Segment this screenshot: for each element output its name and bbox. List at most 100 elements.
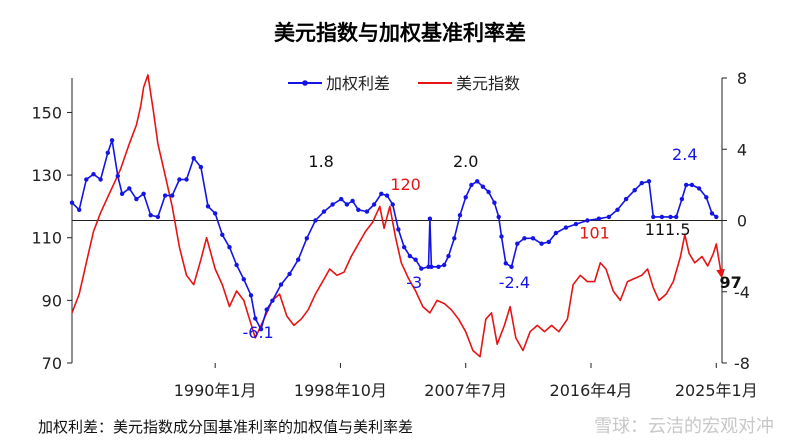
annotation-label: 120 [390, 175, 421, 194]
spread-point [452, 236, 457, 241]
left-tick-label: 130 [31, 166, 62, 185]
spread-point [463, 195, 468, 200]
spread-point [402, 245, 407, 250]
spread-point [105, 150, 111, 155]
spread-point [480, 184, 486, 189]
spread-point [696, 186, 702, 191]
spread-point [436, 264, 441, 269]
spread-point [396, 227, 401, 232]
spread-point [109, 138, 115, 143]
spread-point [253, 316, 258, 321]
spread-point [704, 195, 709, 200]
right-tick-label: 4 [737, 140, 747, 159]
left-tick-label: 110 [31, 229, 62, 248]
spread-point [227, 245, 232, 250]
annotation-label: 1.8 [308, 152, 333, 171]
spread-point [356, 207, 361, 212]
right-tick-label: -8 [734, 354, 750, 373]
spread-point [427, 216, 433, 221]
right-tick-label: 8 [737, 69, 747, 88]
spread-point [659, 214, 665, 220]
spread-point [606, 214, 612, 220]
spread-point [442, 262, 447, 268]
spread-point [379, 191, 384, 196]
x-tick-label: 1990年1月 [174, 381, 257, 400]
series-layer [69, 74, 725, 358]
spread-point [546, 239, 551, 245]
spread-point [413, 257, 418, 262]
spread-point [492, 200, 497, 205]
spread-point [503, 261, 508, 266]
spread-point [91, 172, 96, 177]
spread-point [499, 234, 504, 239]
spread-point [304, 236, 309, 241]
spread-point [339, 196, 344, 202]
spread-point [429, 264, 434, 269]
left-tick-label: 70 [42, 354, 62, 373]
spread-point [689, 182, 695, 188]
spread-point [270, 298, 275, 303]
spread-point [646, 179, 652, 184]
spread-point [496, 214, 501, 220]
spread-point [539, 241, 544, 246]
spread-point [248, 293, 254, 298]
spread-point [170, 193, 175, 198]
spread-point [486, 189, 491, 195]
spread-point [69, 200, 75, 205]
spread-point [162, 193, 168, 198]
dxy-line [71, 74, 723, 358]
x-tick-label: 2007年7月 [424, 381, 507, 400]
spread-point [469, 182, 474, 188]
spread-point [84, 177, 89, 182]
right-tick-label: 0 [737, 212, 747, 231]
watermark: 雪球：云洁的宏观对冲 [594, 416, 774, 437]
annotation-label: -2.4 [499, 273, 530, 292]
spread-point [287, 271, 292, 277]
spread-point [234, 262, 239, 268]
spread-point [714, 214, 719, 220]
x-tick-label: 2025年1月 [675, 381, 758, 400]
spread-point [258, 327, 264, 332]
right-tick-label: -4 [734, 283, 750, 302]
spread-point [585, 218, 590, 223]
legend-label-spread: 加权利差 [326, 74, 390, 93]
spread-point [77, 207, 82, 212]
spread-point [98, 177, 103, 182]
spread-point [530, 236, 536, 241]
spread-point [115, 173, 121, 179]
legend: 加权利差 美元指数 [288, 74, 520, 93]
spread-point [668, 214, 673, 220]
spread-point [148, 213, 153, 218]
spread-point [390, 202, 395, 207]
spread-point [205, 204, 211, 209]
spread-point [651, 214, 656, 220]
annotation-label: -3 [406, 273, 422, 292]
spread-point [364, 209, 370, 214]
legend-label-dxy: 美元指数 [456, 74, 520, 93]
spread-point [191, 156, 196, 161]
spread-point [321, 209, 327, 214]
spread-point [632, 188, 637, 193]
x-tick-label: 2016年4月 [550, 381, 633, 400]
spread-point [134, 196, 139, 202]
spread-point [241, 277, 246, 282]
spread-point [184, 177, 189, 182]
spread-point [220, 232, 225, 237]
annotation-label: 97 [719, 273, 741, 292]
spread-point [596, 216, 602, 221]
spread-point [350, 198, 355, 204]
spread-point [198, 164, 204, 170]
spread-point [623, 196, 629, 202]
spread-point [313, 218, 318, 223]
spread-point [615, 207, 620, 212]
spread-point [475, 179, 480, 184]
spread-point [344, 202, 350, 207]
spread-point [119, 191, 125, 196]
spread-point [522, 236, 527, 241]
spread-point [509, 264, 514, 269]
spread-point [278, 282, 284, 287]
spread-point [384, 193, 390, 198]
spread-point [419, 266, 424, 271]
spread-point [141, 191, 146, 196]
